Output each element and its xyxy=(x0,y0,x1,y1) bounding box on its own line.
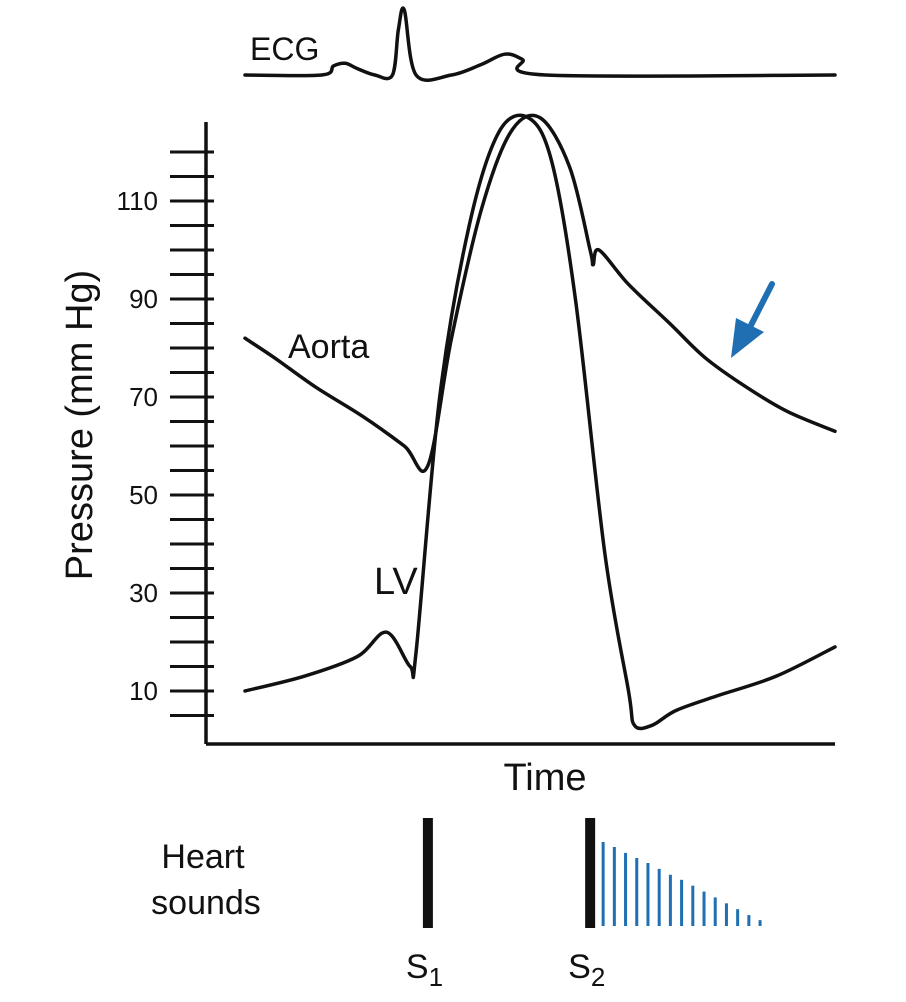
s1-sound-bar xyxy=(422,818,433,928)
traces xyxy=(243,6,837,731)
x-axis-title: Time xyxy=(503,757,586,799)
s2-sound-bar xyxy=(585,818,596,928)
s2-label: S2 xyxy=(568,948,605,992)
s1-letter: S xyxy=(406,948,429,986)
s2-subscript: 2 xyxy=(591,962,605,992)
y-tick-label: 70 xyxy=(129,382,158,412)
y-tick-label: 110 xyxy=(117,186,158,216)
ecg-trace xyxy=(243,6,837,82)
y-tick-label: 90 xyxy=(129,284,158,314)
y-axis-title: Pressure (mm Hg) xyxy=(59,270,101,580)
lv-label: LV xyxy=(374,561,418,603)
y-ticks: 10 30 50 70 90 110 xyxy=(117,150,214,717)
y-tick-label: 50 xyxy=(129,480,158,510)
arrow-head-icon xyxy=(731,318,764,358)
axes: 10 30 50 70 90 110 xyxy=(117,122,835,746)
s1-label: S1 xyxy=(406,948,443,992)
blue-arrow-annotation xyxy=(731,281,775,358)
aorta-pressure-trace xyxy=(243,113,837,474)
heart-sounds-panel: Heart sounds S1 S2 xyxy=(151,818,762,992)
lv-pressure-trace xyxy=(243,113,837,731)
heart-sounds-label-line1: Heart xyxy=(161,838,245,876)
aorta-label: Aorta xyxy=(288,328,369,366)
y-tick-label: 10 xyxy=(129,676,158,706)
s1-subscript: 1 xyxy=(429,962,443,992)
heart-sound-bars xyxy=(422,818,762,928)
heart-sounds-label-line2: sounds xyxy=(151,884,261,922)
y-tick-label: 30 xyxy=(129,578,158,608)
s2-letter: S xyxy=(568,948,591,986)
ecg-label: ECG xyxy=(250,31,319,67)
